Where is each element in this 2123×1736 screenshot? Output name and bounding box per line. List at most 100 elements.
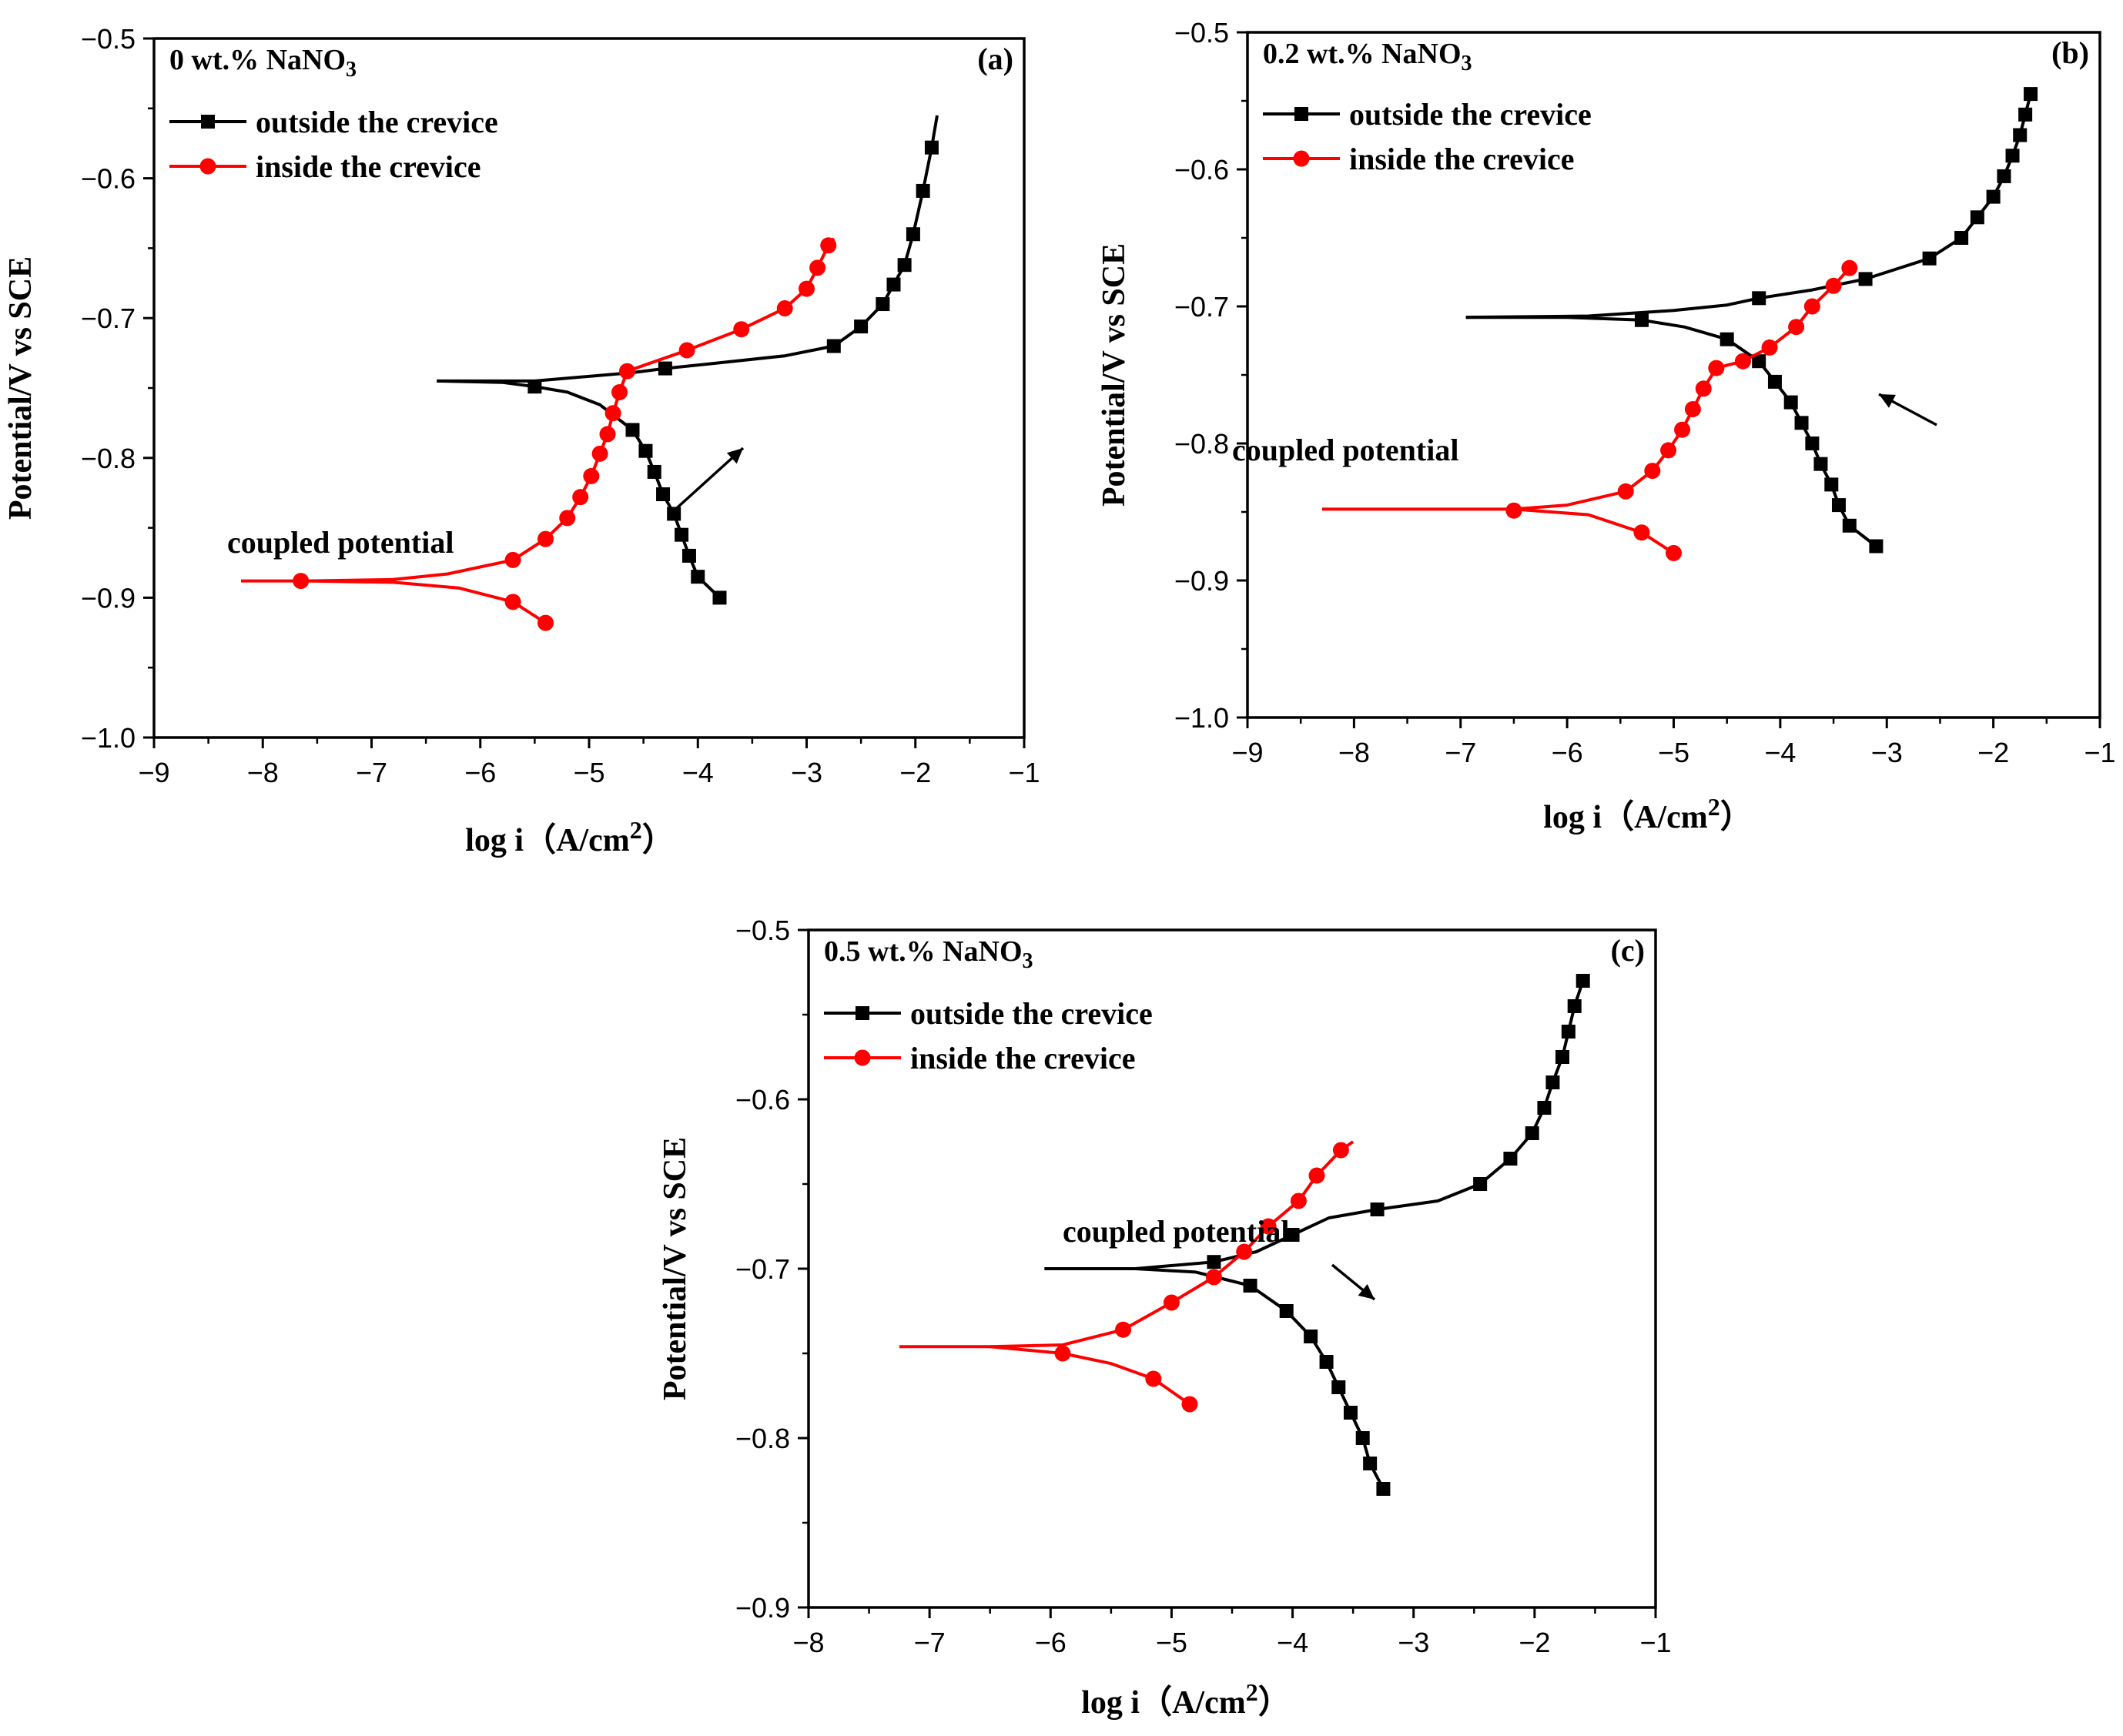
y-tick-label: −0.8 (1174, 428, 1229, 460)
x-tick-label: −1 (1639, 1627, 1671, 1658)
x-tick-label: −6 (464, 757, 496, 788)
data-point-circle (1332, 1142, 1349, 1159)
x-tick-label: −8 (1338, 737, 1370, 768)
data-point-square (1285, 1228, 1300, 1242)
data-point-circle (809, 259, 826, 276)
data-point-square (1842, 518, 1857, 533)
series-group (241, 115, 939, 631)
data-point-circle (1308, 1167, 1325, 1184)
legend-label: outside the crevice (256, 105, 498, 139)
data-point-square (1576, 974, 1590, 988)
data-point-square (1304, 1330, 1318, 1343)
data-point-circle (1181, 1396, 1198, 1413)
data-point-square (854, 319, 869, 334)
x-tick-label: −8 (792, 1627, 824, 1658)
tick-group: −9 −8 −7 −6 −5 −4 −3 −2 −1 −1.0 −0.9 −0.8 −0.7 −0.6 −0… (1174, 17, 2116, 768)
condition-text: 0.2 wt.% NaNO (1263, 38, 1462, 70)
data-point-square (1344, 1406, 1358, 1420)
condition-subscript: 3 (1462, 52, 1472, 75)
x-axis-label: log i（A/cm2） (1081, 1678, 1290, 1721)
data-point-circle (1205, 1269, 1222, 1286)
y-tick-label: −0.8 (81, 443, 136, 474)
data-point-square (906, 227, 920, 242)
plot-frame (807, 928, 1657, 1609)
legend-label: inside the crevice (256, 149, 481, 184)
y-tick-label: −0.6 (1174, 154, 1229, 186)
y-tick-label: −0.7 (81, 303, 136, 334)
y-axis-label: Potential/V vs SCE (658, 1137, 693, 1400)
data-point-circle (1260, 1218, 1277, 1235)
y-tick-label: −0.7 (735, 1253, 790, 1285)
data-point-circle (537, 614, 554, 631)
data-point-square (1561, 1025, 1576, 1039)
data-point-circle (678, 342, 695, 359)
series-line (1044, 1267, 1385, 1490)
data-point-square (1858, 272, 1873, 286)
data-point-square (658, 361, 672, 376)
data-point-circle (1761, 339, 1778, 356)
legend-entry: inside the crevice (824, 1041, 1136, 1075)
data-point-square (1805, 437, 1820, 450)
series-inside-crevice (241, 237, 837, 631)
data-point-circle (1163, 1294, 1180, 1311)
data-point-circle (799, 280, 815, 297)
legend-entry: outside the crevice (1263, 97, 1592, 132)
series-line (1513, 507, 1675, 555)
data-point-square (1537, 1101, 1552, 1115)
series-line (306, 579, 547, 624)
tick-group: −8 −7 −6 −5 −4 −3 −2 −1 −0.9 −0.8 −0.7 −0.6 −0.5 (735, 915, 1672, 1658)
data-point-circle (1803, 298, 1820, 315)
data-point-circle (1841, 259, 1858, 276)
y-tick-label: −1.0 (81, 722, 136, 754)
x-tick-label: −5 (1156, 1627, 1187, 1658)
x-axis-label-close: ） (1720, 799, 1753, 835)
data-point-square (656, 487, 671, 502)
data-point-circle (1633, 524, 1650, 541)
data-point-circle (1505, 502, 1522, 519)
x-tick-label: −6 (1552, 737, 1583, 768)
data-point-square (1555, 1050, 1569, 1064)
data-point-square (1831, 498, 1846, 513)
legend: outside the crevice inside the crevice (169, 105, 498, 184)
data-point-square (1525, 1126, 1539, 1140)
data-point-circle (599, 426, 616, 443)
data-point-square (1752, 354, 1766, 369)
y-tick-label: −0.9 (735, 1592, 790, 1624)
x-tick-label: −4 (1277, 1627, 1308, 1658)
condition-subscript: 3 (1023, 949, 1033, 973)
legend-entry: outside the crevice (824, 996, 1153, 1031)
data-point-square (1986, 189, 2001, 204)
data-point-square (675, 527, 689, 542)
y-tick-label: −1.0 (1174, 702, 1229, 734)
data-point-square (924, 140, 939, 155)
data-point-square (1243, 1279, 1257, 1293)
y-tick-label: −0.8 (735, 1423, 790, 1454)
series-line (437, 115, 939, 383)
condition-label: 0.5 wt.% NaNO3 (824, 935, 1033, 973)
data-point-square (897, 258, 912, 273)
x-axis-label-sup: 2 (1246, 1678, 1258, 1706)
series-line (1465, 316, 1877, 548)
y-tick-label: −0.9 (1174, 565, 1229, 597)
data-point-square (1363, 1457, 1378, 1470)
x-tick-label: −7 (356, 757, 387, 788)
data-point-circle (1660, 442, 1677, 459)
data-point-square (667, 507, 681, 521)
condition-text: 0 wt.% NaNO (169, 44, 346, 76)
data-point-circle (1293, 150, 1310, 167)
data-point-square (1783, 395, 1798, 410)
data-point-square (1813, 457, 1828, 471)
data-point-square (1869, 539, 1884, 554)
x-tick-label: −8 (247, 757, 279, 788)
data-point-square (681, 548, 696, 563)
x-tick-label: −5 (1658, 737, 1689, 768)
data-point-square (826, 339, 841, 353)
x-tick-label: −3 (1398, 1627, 1429, 1658)
data-point-circle (604, 405, 621, 422)
data-point-circle (591, 445, 608, 462)
annotation-text: coupled potential (227, 525, 454, 560)
data-point-circle (583, 467, 600, 484)
data-point-square (1634, 313, 1649, 327)
data-point-circle (1145, 1370, 1162, 1387)
y-tick-label: −0.9 (81, 582, 136, 614)
